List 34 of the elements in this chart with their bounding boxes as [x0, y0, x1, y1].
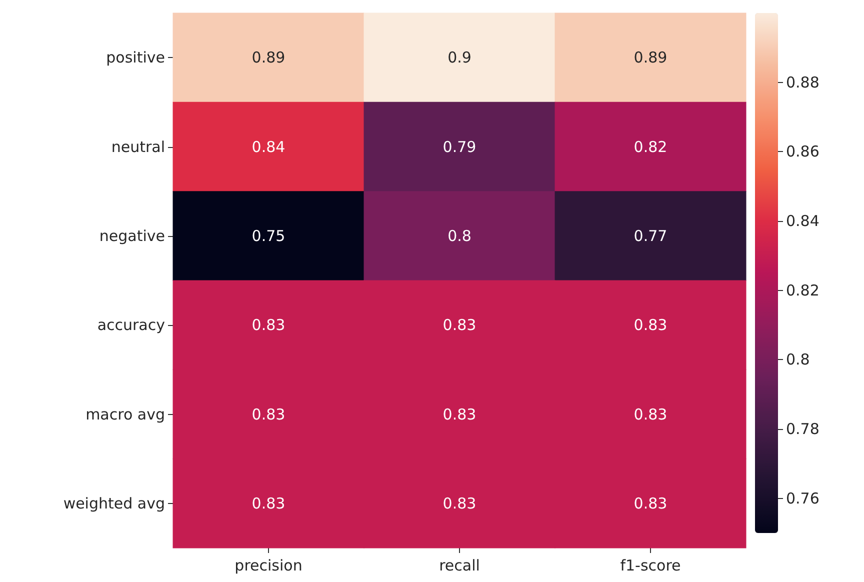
color-bar-label: 0.82 [786, 281, 820, 300]
y-tick-label: macro avg [86, 405, 165, 424]
data-label: 0.82 [634, 138, 668, 156]
data-label: 0.75 [252, 226, 286, 245]
color-bar-label: 0.8 [786, 350, 810, 369]
color-bar-label: 0.84 [786, 212, 820, 230]
data-label: 0.83 [252, 494, 286, 512]
data-label: 0.89 [252, 48, 286, 67]
data-label: 0.8 [448, 226, 472, 245]
y-tick-label: neutral [111, 138, 165, 156]
color-bar-label: 0.78 [786, 420, 820, 438]
data-label: 0.83 [634, 316, 668, 334]
color-bar-label: 0.86 [786, 142, 820, 161]
y-tick-label: negative [99, 226, 165, 245]
color-bar-label: 0.76 [786, 489, 820, 508]
data-label: 0.83 [442, 316, 476, 334]
y-tick-label: accuracy [97, 316, 166, 334]
color-bar-label: 0.88 [786, 73, 820, 92]
data-label: 0.84 [252, 138, 286, 156]
data-label: 0.79 [442, 138, 476, 156]
data-label: 0.83 [634, 405, 668, 424]
x-tick-label: precision [234, 556, 302, 574]
data-label: 0.83 [442, 494, 476, 512]
data-label: 0.89 [634, 48, 668, 67]
y-tick-label: positive [106, 48, 165, 67]
y-tick-label: weighted avg [63, 494, 165, 512]
data-label: 0.9 [448, 48, 472, 67]
data-label: 0.77 [634, 226, 668, 245]
x-tick-label: recall [439, 556, 480, 574]
data-label: 0.83 [252, 405, 286, 424]
data-label: 0.83 [634, 494, 668, 512]
data-label: 0.83 [442, 405, 476, 424]
x-tick-label: f1-score [620, 556, 681, 574]
data-label: 0.83 [252, 316, 286, 334]
